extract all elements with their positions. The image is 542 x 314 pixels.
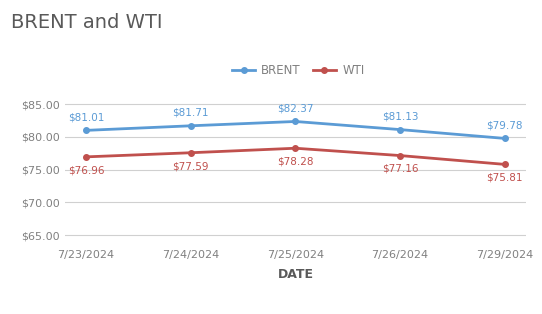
Text: $77.59: $77.59: [172, 161, 209, 171]
Text: $79.78: $79.78: [487, 120, 523, 130]
Text: $81.13: $81.13: [382, 111, 418, 121]
Text: $78.28: $78.28: [277, 157, 314, 166]
Text: $76.96: $76.96: [68, 165, 104, 175]
X-axis label: DATE: DATE: [278, 268, 313, 281]
Text: $82.37: $82.37: [277, 103, 314, 113]
Text: $77.16: $77.16: [382, 164, 418, 174]
Text: $75.81: $75.81: [487, 173, 523, 183]
Text: BRENT and WTI: BRENT and WTI: [11, 13, 163, 32]
Legend: BRENT, WTI: BRENT, WTI: [227, 59, 369, 82]
Text: $81.01: $81.01: [68, 112, 104, 122]
Text: $81.71: $81.71: [172, 107, 209, 117]
